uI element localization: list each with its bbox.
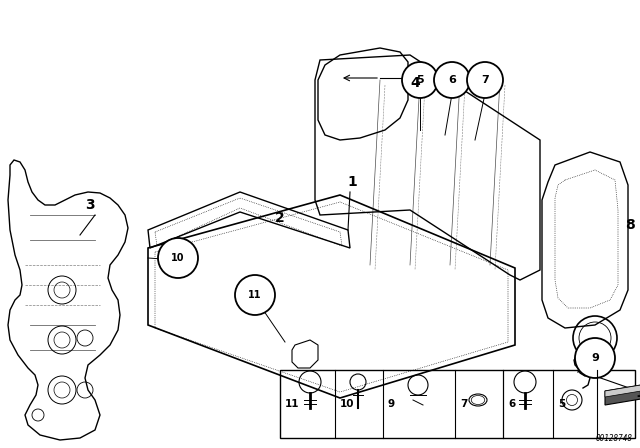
Text: 11: 11 xyxy=(248,290,262,300)
Text: 1: 1 xyxy=(347,175,357,189)
Polygon shape xyxy=(605,383,640,405)
Bar xyxy=(280,370,635,438)
Text: 00128748: 00128748 xyxy=(596,434,633,443)
Text: 9: 9 xyxy=(388,399,395,409)
Text: 10: 10 xyxy=(340,399,355,409)
Text: 12: 12 xyxy=(636,386,640,400)
Text: 9: 9 xyxy=(591,353,599,363)
Text: 2: 2 xyxy=(275,211,285,225)
Text: 11: 11 xyxy=(285,399,300,409)
Text: 10: 10 xyxy=(172,253,185,263)
Text: 6: 6 xyxy=(508,399,515,409)
Text: 5: 5 xyxy=(558,399,565,409)
Circle shape xyxy=(434,62,470,98)
Text: 4: 4 xyxy=(410,76,420,90)
Circle shape xyxy=(575,338,615,378)
Polygon shape xyxy=(605,383,640,397)
Text: 3: 3 xyxy=(85,198,95,212)
Circle shape xyxy=(158,238,198,278)
Text: 7: 7 xyxy=(481,75,489,85)
Text: 7: 7 xyxy=(460,399,467,409)
Text: 6: 6 xyxy=(448,75,456,85)
Circle shape xyxy=(402,62,438,98)
Text: 8: 8 xyxy=(625,218,635,232)
Circle shape xyxy=(467,62,503,98)
Text: 5: 5 xyxy=(416,75,424,85)
Circle shape xyxy=(235,275,275,315)
